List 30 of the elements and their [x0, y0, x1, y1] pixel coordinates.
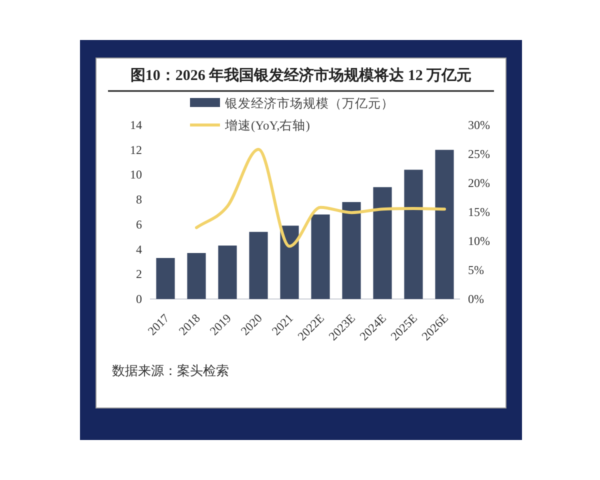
bar [249, 232, 268, 299]
y2-tick-label: 0% [468, 292, 484, 306]
chart-title: 图10：2026 年我国银发经济市场规模将达 12 万亿元 [130, 66, 472, 84]
y2-tick-label: 10% [468, 234, 490, 248]
bar [156, 258, 175, 299]
bar [218, 246, 237, 299]
legend-label: 增速(YoY,右轴) [224, 118, 310, 132]
bar [435, 150, 454, 299]
bar [280, 226, 299, 299]
y2-tick-label: 30% [468, 118, 490, 132]
line-series [195, 148, 446, 248]
y2-tick-label: 25% [468, 147, 490, 161]
y-tick-label: 6 [136, 217, 142, 232]
y-tick-label: 2 [136, 267, 142, 282]
bar [187, 253, 206, 299]
y2-tick-label: 20% [468, 176, 490, 190]
bar [373, 187, 392, 299]
y2-tick-label: 15% [468, 205, 490, 219]
y-tick-label: 8 [136, 192, 142, 207]
y-tick-label: 14 [130, 118, 142, 132]
legend-label: 银发经济市场规模（万亿元） [224, 96, 394, 110]
source-note: 数据来源：案头检索 [112, 363, 229, 378]
y-tick-label: 4 [136, 242, 142, 256]
y-tick-label: 0 [136, 292, 142, 306]
bar [404, 170, 423, 299]
y2-tick-label: 5% [468, 263, 484, 277]
y-tick-label: 12 [130, 142, 142, 157]
bar [311, 214, 330, 299]
bar [342, 202, 361, 299]
y-tick-label: 10 [130, 168, 142, 182]
